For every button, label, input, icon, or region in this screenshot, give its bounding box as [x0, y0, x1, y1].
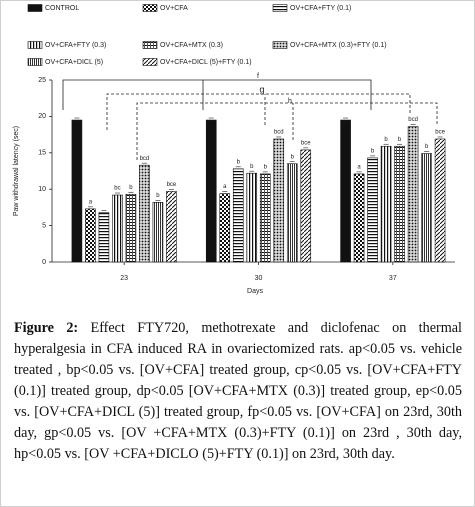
bar	[273, 138, 285, 263]
legend-swatch	[142, 58, 158, 66]
annotation: f	[257, 73, 259, 80]
legend-label: OV+CFA+MTX (0.3)	[160, 42, 223, 49]
bar	[367, 157, 378, 263]
bar-label: b	[264, 164, 268, 170]
legend-swatch	[27, 58, 43, 66]
bar	[246, 172, 258, 263]
legend-label: OV+CFA+FTY (0.3)	[45, 42, 106, 49]
chart: f g h Paw withdrawal latency (sec) Days …	[13, 4, 455, 295]
bar	[166, 191, 177, 263]
legend-swatch	[27, 4, 43, 12]
bar-label: b	[237, 159, 241, 165]
bar-label: bcd	[408, 117, 418, 123]
bar	[219, 193, 231, 263]
bar-label: a	[223, 184, 227, 190]
significance-brackets	[62, 79, 438, 160]
bar	[85, 208, 96, 263]
bar-label: bc	[114, 186, 120, 192]
bar-label: b	[371, 148, 375, 154]
legend-swatch	[27, 41, 43, 49]
bar-label: b	[250, 164, 254, 170]
bar	[205, 119, 217, 263]
bar	[353, 173, 365, 263]
y-tick-label: 15	[38, 150, 46, 157]
legend-swatch	[272, 4, 288, 12]
annotation: g	[259, 84, 264, 94]
bar-label: b	[384, 137, 388, 143]
bar	[125, 193, 137, 263]
bar	[232, 168, 244, 263]
bar	[259, 173, 271, 263]
y-tick-label: 5	[42, 222, 46, 229]
bar	[152, 202, 164, 263]
y-axis-label: Paw withdrawal latency (sec)	[13, 126, 20, 216]
x-tick-label: 23	[120, 275, 128, 282]
bar-label: bcd	[140, 156, 150, 162]
y-tick-label: 20	[38, 113, 46, 120]
bar	[98, 212, 110, 263]
bar-label: bce	[435, 130, 445, 136]
annotation: h	[288, 98, 292, 105]
y-tick-label: 0	[42, 259, 46, 266]
bar	[394, 145, 405, 263]
bar-label: b	[291, 154, 295, 160]
bar	[112, 194, 123, 263]
caption: Figure 2: Effect FTY720, methotrexate an…	[14, 318, 462, 465]
y-tick-label: 10	[38, 186, 46, 193]
bar-label: b	[129, 185, 133, 191]
legend-label: OV+CFA+DICL (5)+FTY (0.1)	[160, 59, 252, 66]
legend-label: OV+CFA+DICL (5)	[45, 59, 103, 66]
bar-label: b	[398, 137, 402, 143]
bar-label: bcd	[274, 130, 284, 136]
bar	[286, 163, 298, 263]
y-tick-label: 25	[38, 77, 46, 84]
bar	[139, 164, 150, 263]
legend-swatch	[142, 41, 158, 49]
x-tick-label: 30	[255, 275, 263, 282]
legend-label: CONTROL	[45, 5, 79, 12]
bar	[71, 119, 83, 263]
bar	[407, 126, 419, 263]
bar-label: a	[89, 199, 93, 205]
x-tick-label: 37	[389, 275, 397, 282]
legend-label: OV+CFA+FTY (0.1)	[290, 5, 351, 12]
bar-label: bce	[167, 182, 177, 188]
caption-label: Figure 2:	[14, 320, 79, 336]
bar	[300, 149, 312, 263]
bar-label: b	[156, 193, 160, 199]
bar	[421, 153, 432, 263]
x-axis-label: Days	[247, 288, 263, 295]
bar-label: b	[425, 144, 429, 150]
legend-swatch	[272, 41, 288, 49]
bar-label: bce	[301, 140, 311, 146]
legend-swatch	[142, 4, 158, 12]
bar	[380, 145, 392, 263]
bar	[340, 119, 351, 263]
legend-label: OV+CFA	[160, 5, 188, 12]
bar-label: a	[357, 164, 361, 170]
legend-label: OV+CFA+MTX (0.3)+FTY (0.1)	[290, 42, 387, 49]
caption-text: Effect FTY720, methotrexate and diclofen…	[14, 320, 463, 462]
bar	[434, 138, 446, 263]
